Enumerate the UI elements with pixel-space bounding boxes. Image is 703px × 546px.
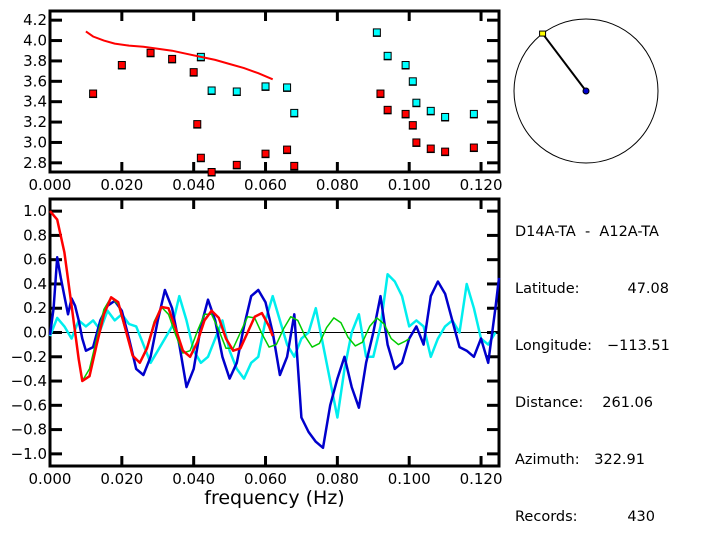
- y-tick-label: 2.8: [23, 154, 47, 172]
- y-tick-label: 3.6: [23, 72, 47, 90]
- y-tick-label: 3.2: [23, 113, 47, 131]
- x-tick-label: 0.100: [388, 176, 431, 194]
- x-tick-label: 0.080: [316, 176, 359, 194]
- red-data-point: [232, 160, 241, 169]
- red-data-point: [146, 48, 155, 57]
- red-data-point: [168, 54, 177, 63]
- red-data-point: [376, 89, 385, 98]
- y-tick-label: 3.8: [23, 52, 47, 70]
- plot-frame: [48, 9, 501, 174]
- y-tick-label: 4.2: [23, 11, 47, 29]
- red-data-point: [193, 120, 202, 129]
- cyan-data-point: [441, 112, 450, 121]
- cyan-data-point: [261, 82, 270, 91]
- latitude-label: Latitude:: [515, 281, 580, 297]
- red-data-point: [207, 168, 216, 176]
- y-tick-label: −1.0: [11, 445, 47, 463]
- x-tick-label: 0.020: [100, 470, 143, 488]
- red-data-point: [117, 61, 126, 70]
- x-tick-label: 0.120: [460, 176, 503, 194]
- red-data-point: [290, 161, 299, 170]
- azimuth-label: Azimuth:: [515, 452, 580, 468]
- cyan-data-point: [383, 51, 392, 60]
- y-tick-label: 4.0: [23, 32, 47, 50]
- red-data-point: [196, 153, 205, 162]
- x-tick-label: 0.100: [388, 470, 431, 488]
- cyan-data-point: [408, 77, 417, 86]
- x-tick-label: 0.060: [244, 470, 287, 488]
- red-data-point: [426, 144, 435, 153]
- dispersion-plot: 0.000 0.020 0.040 0.060 0.080 0.100 0.120 2.8 3.…: [23, 9, 503, 194]
- info-row-longitude: Longitude: −113.51: [515, 337, 670, 356]
- cyan-data-point: [283, 83, 292, 92]
- spectrum-plot: 0.000 0.020 0.040 0.060 0.080 0.100 0.120 1.0 0.…: [11, 197, 503, 509]
- y-tick-label: 0.6: [23, 251, 47, 269]
- x-tick-label: 0.040: [172, 470, 215, 488]
- distance-value: 261.06: [602, 395, 653, 411]
- x-tick-label: 0.120: [460, 470, 503, 488]
- x-tick-label: 0.080: [316, 470, 359, 488]
- info-row-azimuth: Azimuth: 322.91: [515, 451, 669, 470]
- latitude-value: 47.08: [627, 281, 669, 297]
- azimuth-dial: [513, 18, 659, 164]
- x-tick-label: 0.020: [100, 176, 143, 194]
- figure-canvas: 0.000 0.020 0.040 0.060 0.080 0.100 0.120 2.8 3.…: [11, 9, 659, 509]
- dial-circle: [513, 18, 659, 164]
- y-tick-label: −0.2: [11, 348, 47, 366]
- y-tick-label: −0.8: [11, 421, 47, 439]
- red-data-point: [189, 68, 198, 77]
- red-data-point: [383, 105, 392, 114]
- y-tick-label: 0.8: [23, 226, 47, 244]
- red-data-point: [441, 147, 450, 156]
- blue-observed-line: [48, 256, 501, 450]
- red-data-point: [408, 121, 417, 130]
- red-data-point: [261, 149, 270, 158]
- y-tick-label: 3.4: [23, 93, 47, 111]
- info-row-records: Records: 430: [515, 508, 669, 527]
- y-tick-label: −0.6: [11, 396, 47, 414]
- info-row-latitude: Latitude: 47.08: [515, 280, 669, 299]
- red-data-point: [89, 89, 98, 98]
- y-tick-label: 0.4: [23, 275, 47, 293]
- x-tick-label: 0.000: [29, 470, 72, 488]
- center-station-marker: [582, 87, 590, 95]
- cyan-data-point: [469, 109, 478, 118]
- azimuth-value: 322.91: [594, 452, 645, 468]
- records-value: 430: [627, 509, 655, 525]
- red-data-point: [401, 109, 410, 118]
- cyan-data-point: [232, 87, 241, 96]
- x-tick-label: 0.040: [172, 176, 215, 194]
- cyan-data-point: [290, 108, 299, 117]
- longitude-label: Longitude:: [515, 338, 593, 354]
- red-data-point: [412, 138, 421, 147]
- cyan-data-point: [401, 61, 410, 70]
- red-model-line: [49, 210, 274, 383]
- distance-label: Distance:: [515, 395, 584, 411]
- y-tick-label: −0.4: [11, 372, 47, 390]
- azimuth-needle: [541, 32, 587, 92]
- x-tick-label: 0.000: [29, 176, 72, 194]
- records-label: Records:: [515, 509, 578, 525]
- x-axis-label: frequency (Hz): [204, 487, 344, 509]
- y-tick-label: 0.0: [23, 324, 47, 342]
- red-data-point: [469, 143, 478, 152]
- red-data-point: [283, 145, 292, 154]
- y-tick-label: 3.0: [23, 133, 47, 151]
- info-row-distance: Distance: 261.06: [515, 394, 669, 413]
- cyan-data-point: [412, 98, 421, 107]
- y-tick-label: 0.2: [23, 299, 47, 317]
- cyan-data-point: [426, 106, 435, 115]
- longitude-value: −113.51: [607, 338, 670, 354]
- dispersion-curve: [85, 30, 274, 81]
- y-tick-label: 1.0: [23, 202, 47, 220]
- station-info-panel: D14A-TA - A12A-TA Latitude: 47.08 Longit…: [515, 185, 670, 546]
- x-tick-label: 0.060: [244, 176, 287, 194]
- cyan-data-point: [372, 28, 381, 37]
- cyan-data-point: [207, 86, 216, 95]
- station-marker: [539, 30, 547, 37]
- station-pair-label: D14A-TA - A12A-TA: [515, 224, 659, 240]
